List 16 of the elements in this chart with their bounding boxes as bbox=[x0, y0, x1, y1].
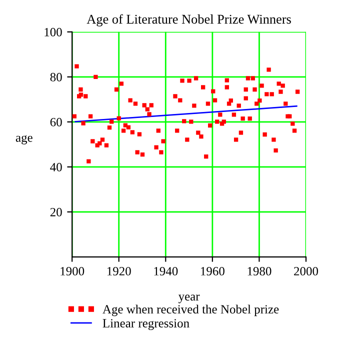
x-axis-title: year bbox=[178, 294, 200, 304]
x-tick-label: 1960 bbox=[201, 266, 224, 276]
y-tick-label: 80 bbox=[50, 72, 62, 82]
x-tick-label: 1900 bbox=[60, 266, 84, 276]
y-tick-label: 60 bbox=[50, 118, 62, 126]
legend-label: Linear regression bbox=[102, 319, 190, 330]
x-tick-label: 1980 bbox=[248, 266, 272, 276]
y-tick-label: 100 bbox=[44, 28, 62, 36]
y-tick-label: 40 bbox=[50, 162, 62, 172]
y-tick-label: 20 bbox=[50, 208, 62, 216]
chart-title: Age of Literature Nobel Prize Winners bbox=[86, 14, 291, 26]
x-tick-label: 1940 bbox=[154, 266, 178, 276]
y-axis-title: age bbox=[16, 135, 32, 144]
legend-label: Age when received the Nobel prize bbox=[102, 304, 279, 316]
x-tick-label: 1920 bbox=[107, 266, 131, 276]
x-tick-label: 2000 bbox=[294, 266, 318, 276]
